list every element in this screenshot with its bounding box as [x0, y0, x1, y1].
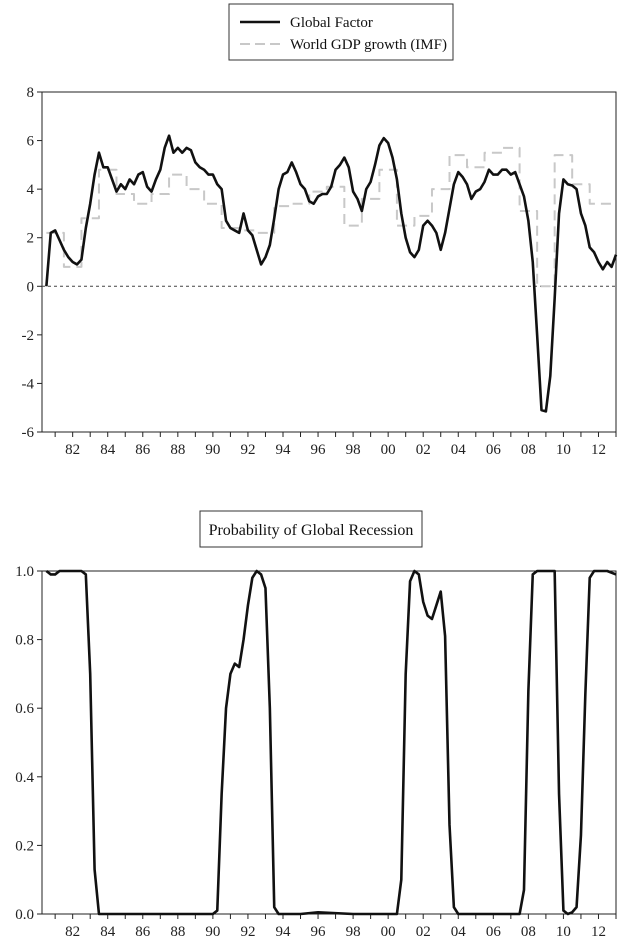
- y-axis-top: 8 6 4 2 0 -2 -4 -6: [22, 85, 42, 441]
- x-tick-label: 94: [275, 442, 291, 458]
- y-tick-label: -2: [22, 328, 35, 344]
- x-tick-label: 90: [205, 924, 220, 940]
- x-tick-label: 12: [591, 924, 606, 940]
- x-tick-label: 86: [135, 924, 151, 940]
- x-tick-label: 82: [65, 442, 80, 458]
- x-tick-label: 92: [240, 924, 255, 940]
- x-tick-label: 06: [486, 924, 502, 940]
- y-tick-label: 6: [27, 134, 35, 150]
- x-tick-label: 92: [240, 442, 255, 458]
- x-tick-label: 00: [381, 442, 396, 458]
- x-tick-label: 96: [311, 442, 327, 458]
- x-tick-label: 98: [346, 442, 361, 458]
- x-tick-label: 84: [100, 442, 116, 458]
- x-tick-label: 10: [556, 924, 571, 940]
- series-line-global-factor: [45, 134, 618, 413]
- series-line-recession-probability: [45, 569, 617, 916]
- y-tick-label: 0.4: [15, 770, 34, 786]
- x-tick-label: 84: [100, 924, 116, 940]
- x-tick-label: 94: [275, 924, 291, 940]
- legend-label-global-factor: Global Factor: [290, 15, 373, 31]
- x-tick-label: 86: [135, 442, 151, 458]
- y-tick-label: -4: [22, 376, 35, 392]
- x-tick-label: 96: [311, 924, 327, 940]
- legend-label-world-gdp: World GDP growth (IMF): [290, 37, 447, 53]
- recession-chart-title-box: Probability of Global Recession: [199, 510, 423, 548]
- y-tick-label: 0.8: [15, 633, 34, 649]
- chart-title: Probability of Global Recession: [209, 522, 414, 539]
- x-tick-label: 02: [416, 442, 431, 458]
- series-line-world-gdp: [46, 146, 616, 288]
- y-tick-label: 4: [27, 182, 35, 198]
- recession-probability-chart: 1.0 0.8 0.6 0.4 0.2 0.0 82 84 86 88 90 92 94 96 98 00 0…: [15, 564, 617, 940]
- y-tick-label: 0.0: [15, 907, 34, 923]
- legend-box: [228, 3, 454, 61]
- legend: Global Factor World GDP growth (IMF): [228, 3, 454, 61]
- y-tick-label: 0.2: [15, 838, 34, 854]
- y-tick-label: 2: [27, 231, 35, 247]
- plot-frame-top: [41, 91, 617, 433]
- x-tick-label: 00: [381, 924, 396, 940]
- x-tick-label: 90: [205, 442, 220, 458]
- x-tick-label: 06: [486, 442, 502, 458]
- x-tick-label: 04: [451, 442, 467, 458]
- y-tick-label: -6: [22, 425, 35, 441]
- series-group-top: [45, 134, 618, 413]
- y-axis-bottom: 1.0 0.8 0.6 0.4 0.2 0.0: [15, 564, 42, 923]
- y-tick-label: 0: [27, 279, 35, 295]
- x-tick-label: 12: [591, 442, 606, 458]
- x-tick-label: 98: [346, 924, 361, 940]
- y-tick-label: 8: [27, 85, 35, 101]
- x-tick-label: 02: [416, 924, 431, 940]
- x-tick-label: 04: [451, 924, 467, 940]
- title-box: [199, 510, 423, 548]
- series-group-bottom: [45, 569, 617, 916]
- x-tick-label: 08: [521, 924, 536, 940]
- x-tick-label: 08: [521, 442, 536, 458]
- x-tick-label: 88: [170, 924, 185, 940]
- x-tick-label: 82: [65, 924, 80, 940]
- y-tick-label: 1.0: [15, 564, 34, 580]
- x-tick-label: 88: [170, 442, 185, 458]
- x-axis-bottom: 82 84 86 88 90 92 94 96 98 00 02 04 06 08 10 12: [54, 914, 617, 940]
- y-tick-label: 0.6: [15, 701, 34, 717]
- x-tick-label: 10: [556, 442, 571, 458]
- x-axis-top: 82 84 86 88 90 92 94 96 98 00 02 04 06 08 10 12: [54, 432, 617, 458]
